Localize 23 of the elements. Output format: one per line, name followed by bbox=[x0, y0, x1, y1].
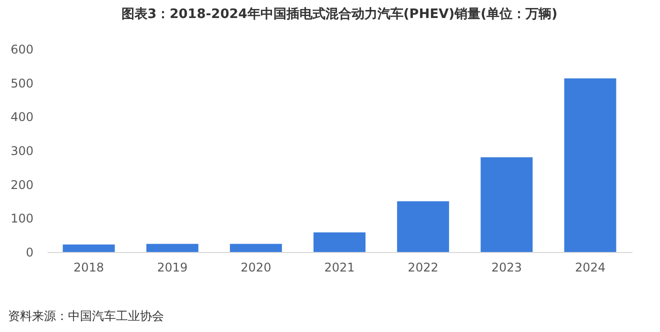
y-tick-label: 100 bbox=[10, 212, 34, 226]
bar bbox=[397, 201, 450, 252]
y-tick-label: 200 bbox=[10, 178, 34, 192]
text: 资料来源：中国汽车工业协会 bbox=[8, 308, 164, 325]
x-tick-label: 2019 bbox=[157, 260, 188, 274]
x-tick-label: 2020 bbox=[240, 260, 272, 274]
y-tick-label: 400 bbox=[10, 110, 34, 124]
x-tick-label: 2024 bbox=[574, 260, 606, 274]
bar bbox=[62, 244, 115, 252]
bar bbox=[480, 157, 533, 252]
y-tick-label: 500 bbox=[10, 76, 34, 90]
chart-title: 图表3：2018-2024年中国插电式混合动力汽车(PHEV)销量(单位：万辆) bbox=[122, 6, 558, 22]
x-tick-label: 2023 bbox=[491, 260, 522, 274]
bar bbox=[564, 78, 616, 252]
y-tick-label: 300 bbox=[10, 144, 34, 158]
x-tick-label: 2022 bbox=[408, 260, 438, 274]
x-tick-label: 2021 bbox=[324, 260, 355, 274]
bar bbox=[314, 232, 366, 252]
x-tick-label: 2018 bbox=[74, 260, 104, 274]
y-tick-label: 0 bbox=[26, 246, 34, 260]
bar bbox=[146, 244, 198, 252]
bar bbox=[230, 244, 282, 252]
y-tick-label: 600 bbox=[10, 42, 34, 56]
